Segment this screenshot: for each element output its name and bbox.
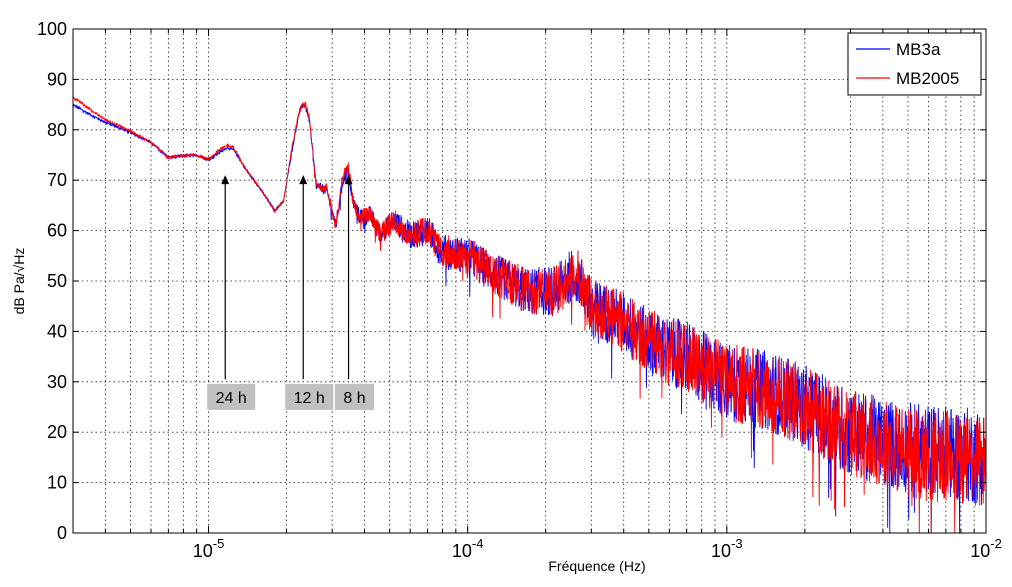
y-tick-label: 0 (57, 523, 67, 543)
axis-ticks: 0 10 20 30 40 50 60 70 80 90 100 10-5 10-4 10-3 10-2 (37, 19, 1002, 561)
annotations: 24 h 12 h 8 h (207, 175, 375, 410)
y-tick-label: 20 (47, 422, 67, 442)
x-tick-label: 10-2 (970, 536, 1002, 561)
annotation-arrow-head (299, 175, 308, 185)
annotation-box (207, 383, 256, 410)
legend-label-mb3a: MB3a (896, 40, 941, 59)
y-tick-label: 100 (37, 19, 67, 39)
annotation-label: 12 h (294, 390, 325, 407)
series-lines (72, 95, 987, 534)
y-axis-label: dB Pa/√Hz (11, 248, 27, 315)
x-tick-label: 10-5 (193, 536, 225, 561)
y-tick-label: 40 (47, 321, 67, 341)
y-tick-label: 60 (47, 221, 67, 241)
annotation-arrow-head (221, 175, 230, 185)
y-tick-label: 80 (47, 120, 67, 140)
x-tick-label: 10-4 (452, 536, 484, 561)
legend-label-mb2005: MB2005 (896, 69, 959, 88)
y-tick-label: 90 (47, 69, 67, 89)
legend: MB3a MB2005 (847, 32, 982, 96)
y-tick-label: 70 (47, 170, 67, 190)
legend-box (847, 32, 982, 96)
annotation-label: 8 h (343, 390, 365, 407)
annotation-label: 24 h (216, 390, 247, 407)
y-tick-label: 10 (47, 473, 67, 493)
x-tick-label: 10-3 (711, 536, 743, 561)
annotation-box (335, 383, 375, 410)
series-line-mb3a (72, 102, 987, 534)
series-line-mb2005 (72, 95, 987, 534)
y-tick-label: 50 (47, 271, 67, 291)
y-tick-label: 30 (47, 372, 67, 392)
x-axis-label: Fréquence (Hz) (548, 558, 645, 574)
annotation-arrow-head (344, 175, 353, 185)
annotation-box (285, 383, 334, 410)
